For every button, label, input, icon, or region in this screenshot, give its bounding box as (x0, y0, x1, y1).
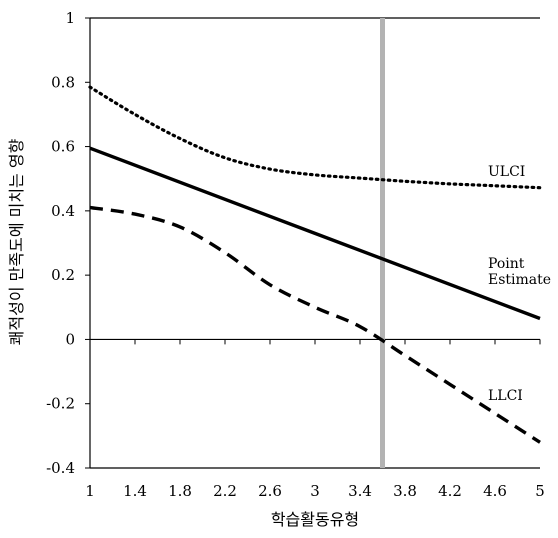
x-tick-label: 1.4 (123, 482, 147, 500)
x-tick-label: 1.8 (168, 482, 192, 500)
series-label: Estimate (488, 272, 551, 288)
series-ulci-line (88, 85, 542, 190)
y-tick-label: 0.6 (51, 138, 75, 156)
x-tick-label: 5 (535, 482, 545, 500)
x-tick-label: 4.6 (483, 482, 507, 500)
y-tick-label: 0.8 (51, 73, 75, 91)
x-tick-label: 3.4 (348, 482, 372, 500)
series-label: LLCI (488, 388, 523, 404)
series-point-estimate-line (89, 146, 541, 321)
y-tick-label: -0.2 (46, 395, 75, 413)
y-tick-label: 1 (65, 9, 75, 27)
x-tick-label: 2.2 (213, 482, 237, 500)
series-label: ULCI (488, 164, 525, 180)
y-tick-label: -0.4 (46, 459, 75, 477)
x-tick-label: 3 (310, 482, 320, 500)
x-tick-label: 2.6 (258, 482, 282, 500)
y-tick-label: 0.4 (51, 202, 75, 220)
series-layer (88, 85, 542, 444)
axes: 1 1.4 1.8 2.2 2.6 3 3.4 3.8 4.2 4.6 5 1 0.8 0.6 0.4 0.2… (46, 9, 545, 500)
x-tick-label: 4.2 (438, 482, 462, 500)
y-axis-title: 쾌적성이 만족도에 미치는 영향 (7, 138, 26, 345)
x-axis-title: 학습활동유형 (271, 510, 359, 529)
x-tick-label: 3.8 (393, 482, 417, 500)
series-llci-line (89, 205, 541, 444)
y-tick-label: 0 (65, 330, 75, 348)
series-label: Point (488, 256, 525, 272)
y-tick-label: 0.2 (51, 266, 75, 284)
x-tick-label: 1 (85, 482, 95, 500)
